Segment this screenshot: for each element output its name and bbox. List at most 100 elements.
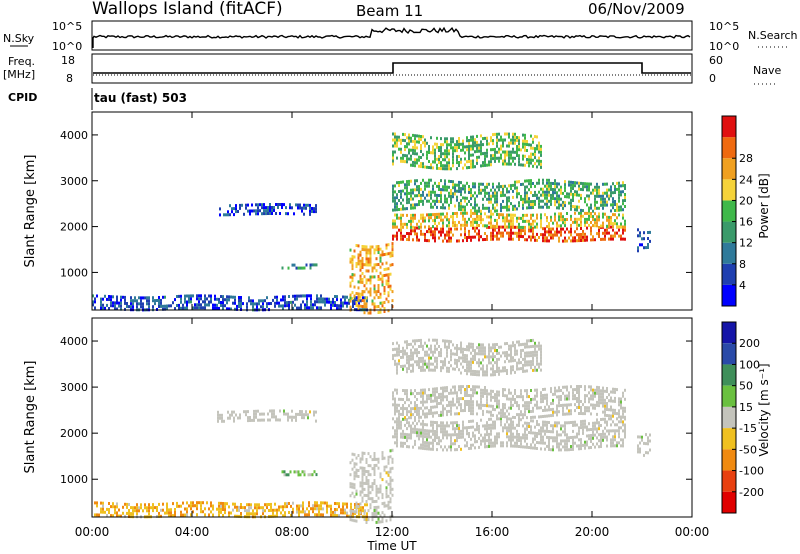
echo-cell: [604, 398, 606, 402]
echo-cell: [158, 302, 160, 305]
echo-cell: [432, 447, 434, 451]
echo-cell: [524, 145, 526, 149]
echo-cell: [576, 432, 578, 436]
echo-cell: [180, 297, 182, 301]
echo-cell: [424, 368, 426, 372]
echo-cell: [336, 295, 338, 299]
echo-cell: [484, 194, 486, 198]
echo-cell: [574, 403, 576, 407]
echo-cell: [522, 413, 524, 417]
colorbar-tick-label: 12: [739, 237, 753, 250]
echo-cell: [570, 409, 572, 413]
echo-cell: [218, 513, 220, 517]
echo-cell: [414, 134, 416, 138]
echo-cell: [590, 437, 592, 440]
echo-cell: [381, 511, 384, 515]
echo-cell: [506, 205, 508, 209]
echo-cell: [524, 213, 526, 217]
echo-cell: [414, 140, 416, 144]
echo-cell: [454, 385, 456, 389]
echo-cell: [310, 294, 312, 298]
echo-cell: [540, 147, 542, 151]
echo-cell: [456, 149, 458, 153]
echo-cell: [466, 166, 468, 170]
echo-cell: [138, 296, 140, 300]
echo-cell: [262, 506, 264, 510]
echo-cell: [510, 432, 512, 436]
echo-cell: [488, 410, 490, 414]
echo-cell: [216, 306, 218, 310]
echo-cell: [452, 146, 454, 150]
echo-cell: [358, 512, 360, 516]
echo-cell: [532, 206, 534, 209]
echo-cell: [104, 510, 106, 514]
echo-cell: [574, 420, 576, 424]
echo-cell: [196, 294, 198, 298]
echo-cell: [273, 209, 275, 212]
echo-cell: [454, 186, 456, 190]
echo-cell: [316, 507, 318, 511]
echo-cell: [299, 410, 301, 413]
echo-cell: [500, 234, 502, 238]
echo-cell: [596, 194, 598, 198]
echo-cell: [496, 432, 498, 436]
nsky-tick-bottom: 10^0: [52, 40, 82, 53]
echo-cell: [383, 274, 386, 277]
echo-cell: [556, 221, 558, 225]
echo-cell: [548, 181, 550, 185]
echo-cell: [604, 237, 606, 241]
echo-cell: [198, 501, 200, 505]
echo-cell: [406, 427, 408, 431]
freq-panel: Freq. [MHz] 18 8 60 0 Nave: [3, 53, 781, 85]
echo-cell: [476, 373, 478, 377]
echo-cell: [406, 192, 408, 196]
echo-cell: [598, 398, 600, 402]
echo-cell: [480, 191, 482, 195]
echo-cell: [400, 237, 402, 241]
echo-cell: [602, 404, 604, 408]
echo-cell: [432, 405, 434, 409]
echo-cell: [466, 196, 468, 200]
echo-cell: [398, 423, 400, 427]
echo-cell: [546, 219, 548, 223]
echo-cell: [404, 340, 406, 344]
echo-cell: [394, 441, 396, 445]
echo-cell: [385, 471, 388, 475]
echo-cell: [256, 503, 258, 507]
echo-cell: [610, 237, 612, 241]
echo-cell: [440, 366, 442, 370]
echo-cell: [490, 395, 492, 399]
echo-cell: [406, 407, 408, 411]
echo-cell: [396, 371, 398, 375]
echo-cell: [534, 156, 536, 160]
echo-cell: [500, 206, 502, 210]
echo-cell: [502, 150, 504, 154]
echo-cell: [436, 402, 438, 406]
echo-cell: [610, 222, 612, 225]
echo-cell: [466, 181, 468, 185]
echo-cell: [500, 153, 502, 157]
echo-cell: [508, 353, 510, 357]
echo-cell: [114, 307, 116, 311]
echo-cell: [608, 414, 610, 418]
echo-cell: [464, 403, 466, 406]
echo-cell: [564, 397, 566, 401]
echo-cell: [440, 167, 442, 171]
echo-cell: [470, 209, 472, 213]
echo-cell: [538, 205, 540, 209]
echo-cell: [536, 159, 538, 163]
echo-cell: [420, 359, 422, 363]
echo-cell: [536, 447, 538, 450]
echo-cell: [598, 404, 600, 408]
echo-cell: [428, 365, 430, 369]
echo-cell: [576, 208, 578, 212]
echo-cell: [454, 212, 456, 215]
echo-cell: [578, 397, 580, 400]
echo-cell: [363, 311, 366, 315]
echo-cell: [387, 267, 390, 271]
echo-cell: [444, 194, 446, 198]
echo-cell: [606, 191, 608, 195]
echo-cell: [586, 203, 588, 207]
echo-cell: [412, 445, 414, 449]
echo-cell: [582, 182, 584, 186]
